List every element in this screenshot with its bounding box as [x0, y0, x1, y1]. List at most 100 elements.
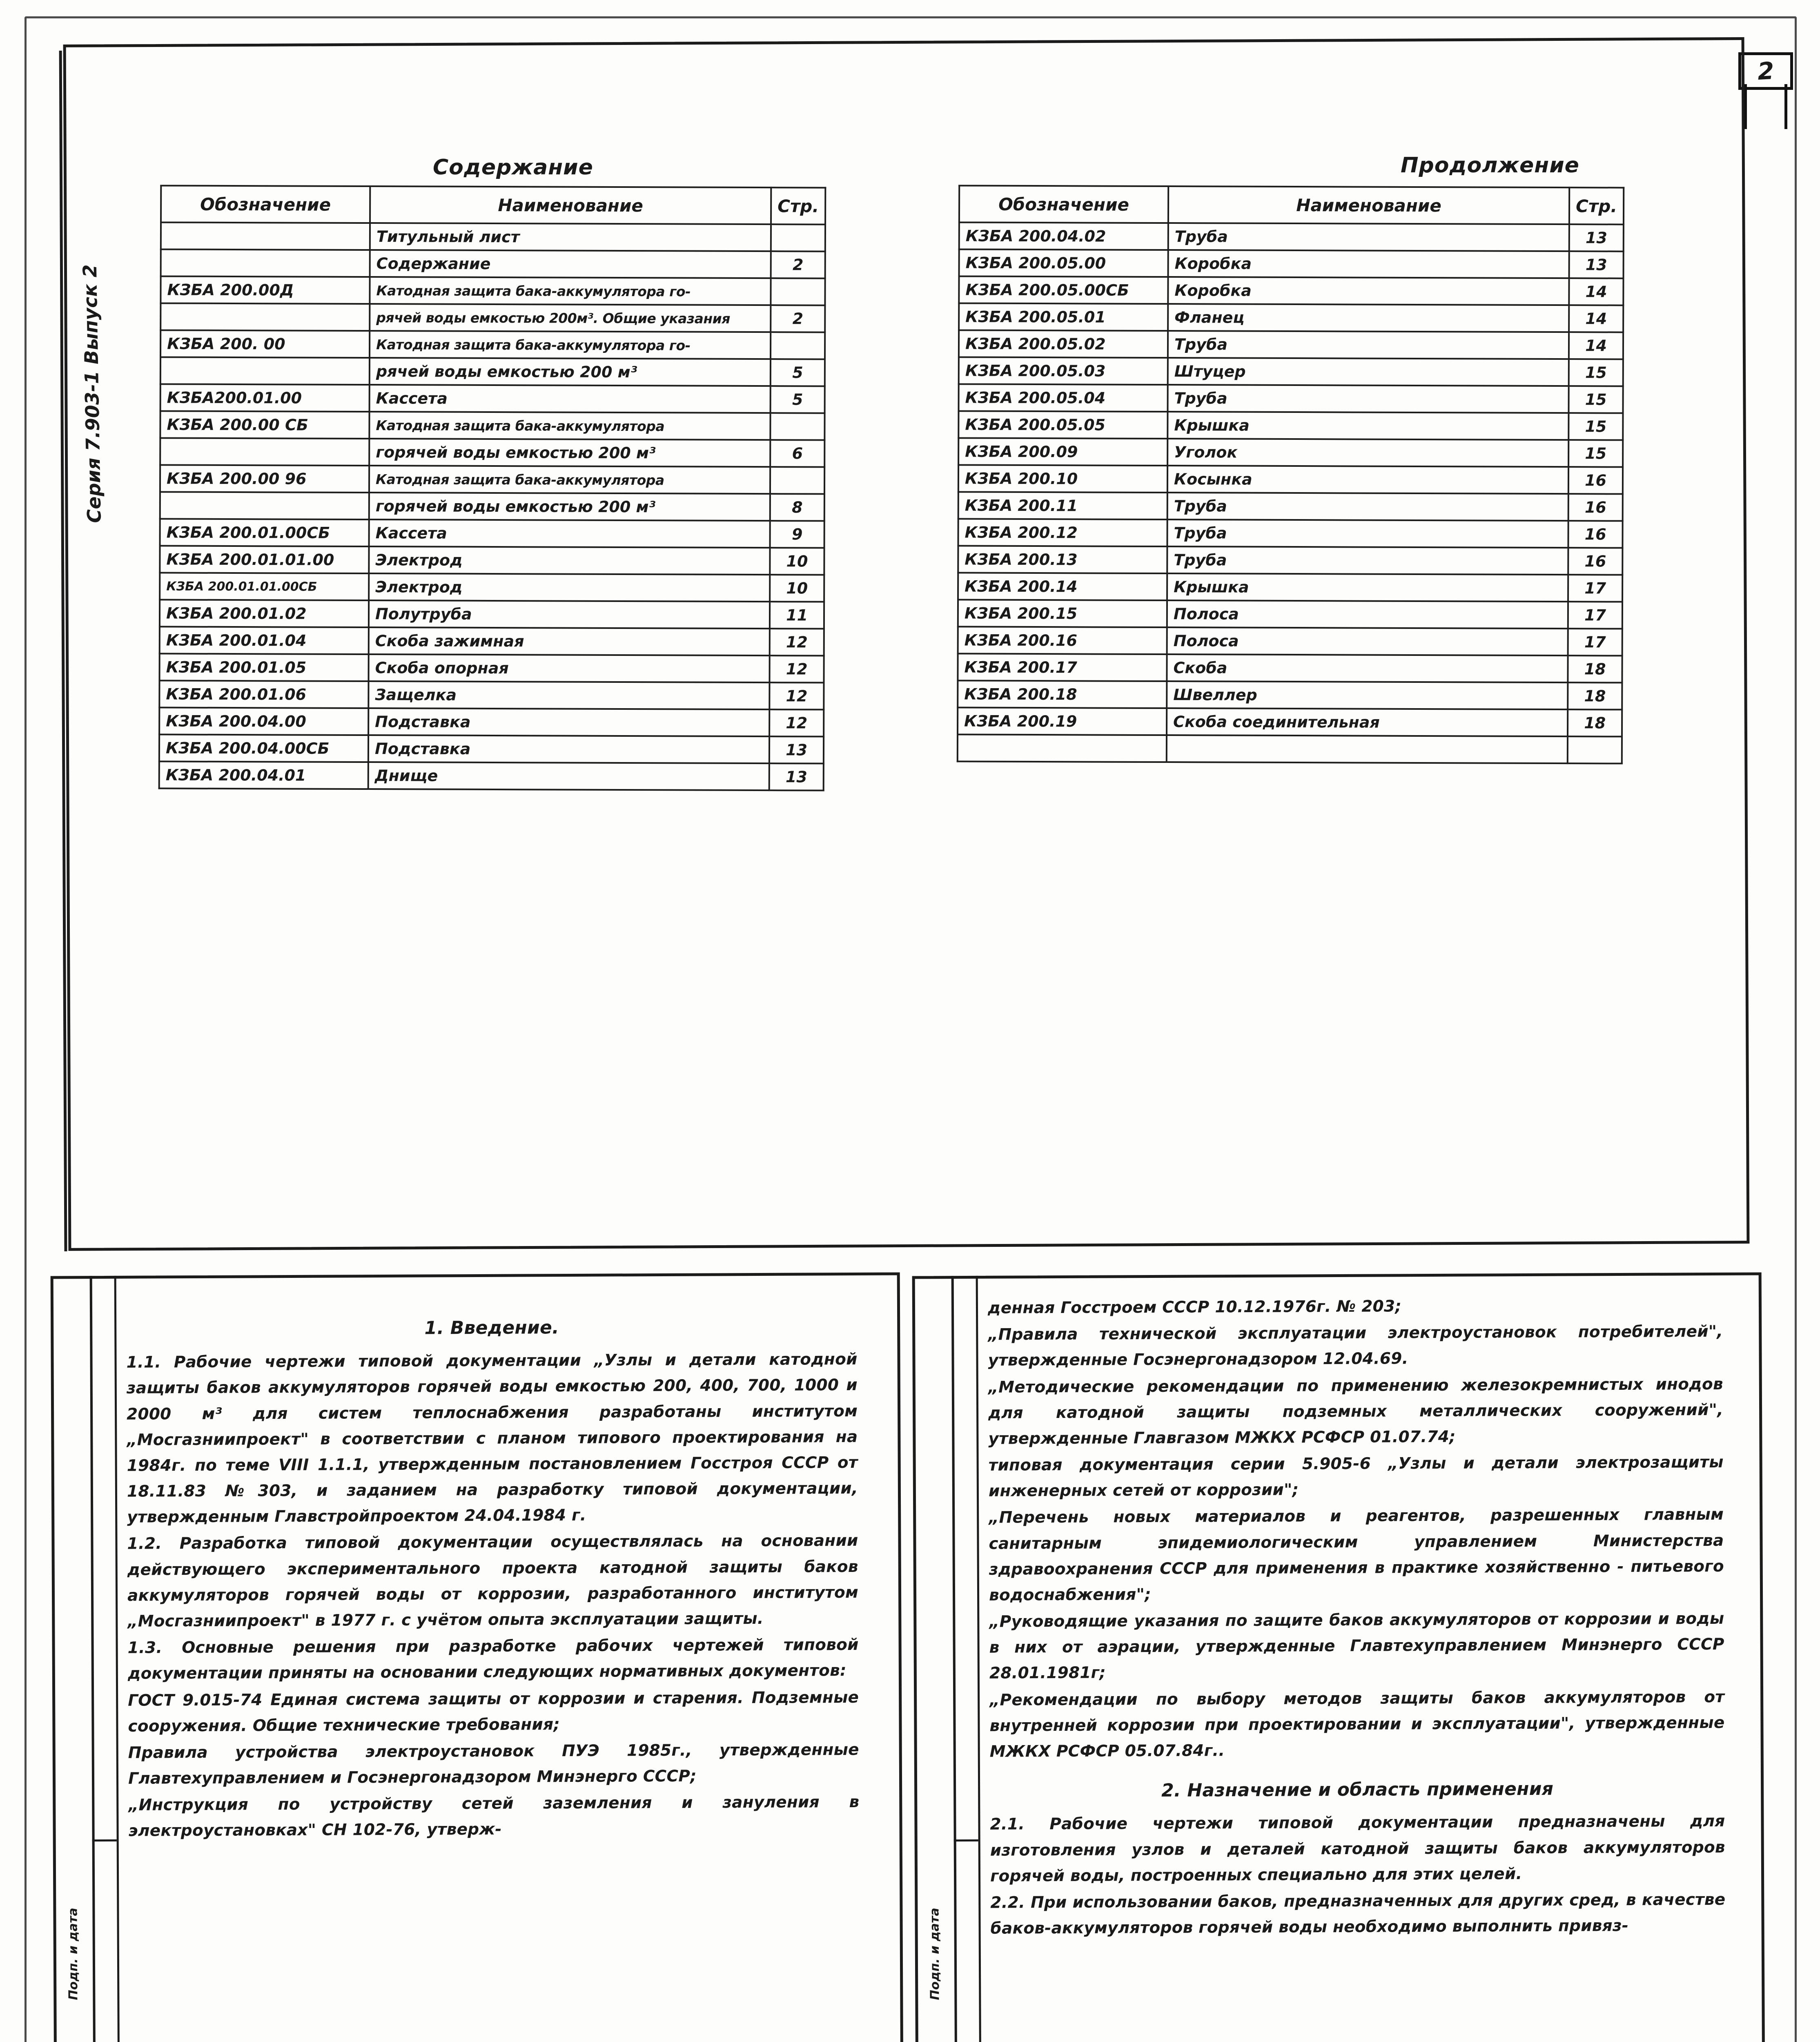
- row-name: Катодная защита бака-аккумулятора: [369, 466, 771, 494]
- paragraph-typovaya-doc: типовая документация серии 5.905-6 „Узлы…: [988, 1453, 1724, 1500]
- table-row: КЗБА200.01.00 Кассета 5: [160, 384, 825, 413]
- row-code: КЗБА 200.05.03: [958, 357, 1168, 385]
- row-name: Скоба: [1167, 654, 1568, 683]
- table-row: КЗБА 200.16 Полоса 17: [958, 626, 1623, 656]
- section-heading-2: 2. Назначение и область применения: [1161, 1778, 1554, 1801]
- right-side-rail: [951, 1275, 983, 2042]
- row-code: КЗБА 200.05.04: [958, 384, 1168, 412]
- row-code: [160, 357, 370, 385]
- row-page: 17: [1568, 602, 1623, 629]
- row-code: КЗБА 200.01.05: [159, 653, 369, 682]
- row-code: [160, 249, 370, 277]
- row-name: Труба: [1168, 223, 1569, 252]
- table-row: КЗБА 200.05.05 Крышка 15: [958, 411, 1623, 440]
- paragraph-method-rec: „Методические рекомендации по применению…: [988, 1375, 1724, 1448]
- continuation-caption: Продолжение: [1401, 153, 1579, 178]
- row-code: [160, 303, 370, 331]
- row-name: Крышка: [1167, 412, 1569, 440]
- row-code: КЗБА 200.00Д: [160, 276, 370, 304]
- row-name: Труба: [1167, 493, 1568, 521]
- contents-right-body: КЗБА 200.04.02 Труба 13 КЗБА 200.05.00 Короб…: [957, 222, 1624, 764]
- row-name: рячей воды емкостью 200м³. Общие указани…: [370, 304, 771, 332]
- table-row: [957, 734, 1622, 764]
- row-name: Катодная защита бака-аккумулятора го-: [370, 331, 771, 359]
- row-page: 10: [770, 575, 824, 602]
- row-code: КЗБА 200.12: [958, 519, 1167, 547]
- table-row: горячей воды емкостью 200 м³ 8: [160, 492, 825, 521]
- col-header-code: Обозначение: [161, 185, 370, 223]
- row-page: 12: [769, 629, 824, 656]
- row-name: Крышка: [1167, 573, 1568, 602]
- row-page: [1567, 736, 1622, 764]
- row-code: КЗБА 200.09: [958, 438, 1168, 466]
- row-page: 13: [769, 763, 824, 791]
- row-code: КЗБА 200.15: [958, 600, 1167, 628]
- row-code: [160, 492, 369, 520]
- row-name: Штуцер: [1167, 358, 1569, 386]
- row-code: КЗБА 200.17: [958, 653, 1167, 682]
- row-page: 12: [769, 709, 824, 737]
- table-row: КЗБА 200.04.02 Труба 13: [959, 222, 1624, 252]
- row-name: Скоба соединительная: [1166, 708, 1568, 737]
- table-row: рячей воды емкостью 200м³. Общие указани…: [160, 303, 825, 332]
- row-page: 18: [1568, 655, 1622, 683]
- row-code: КЗБА 200.05.00: [959, 249, 1168, 277]
- table-row: КЗБА 200.05.03 Штуцер 15: [958, 357, 1624, 386]
- row-code: КЗБА 200.04.00СБ: [159, 734, 369, 762]
- row-page: [771, 224, 826, 252]
- table-row: КЗБА 200.13 Труба 16: [958, 546, 1623, 575]
- paragraph-gosstroy: денная Госстроем СССР 10.12.1976г. № 203…: [987, 1297, 1402, 1317]
- table-row: горячей воды емкостью 200 м³ 6: [160, 438, 825, 467]
- row-name: Труба: [1167, 519, 1568, 548]
- row-page: 17: [1568, 575, 1623, 602]
- page-number-tail: [1744, 84, 1787, 129]
- row-page: 15: [1568, 386, 1623, 413]
- table-row: КЗБА 200.18 Швеллер 18: [958, 680, 1622, 710]
- table-row: КЗБА 200.19 Скоба соединительная 18: [957, 707, 1622, 737]
- table-row: КЗБА 200.12 Труба 16: [958, 519, 1623, 548]
- row-page: 13: [1569, 251, 1624, 279]
- row-name: Катодная защита бака-аккумулятора: [369, 412, 771, 440]
- left-side-rail: [89, 1275, 122, 2042]
- row-name: Коробка: [1168, 277, 1569, 305]
- row-page: [770, 413, 825, 440]
- row-page: 17: [1568, 629, 1623, 656]
- paragraph-rekomendacii: „Рекомендации по выбору методов защиты б…: [989, 1688, 1725, 1761]
- row-code: [160, 222, 370, 250]
- row-code: КЗБА 200.04.00: [159, 707, 369, 736]
- row-page: 13: [769, 736, 824, 764]
- row-name: Скоба опорная: [368, 654, 770, 683]
- paragraph-perechen: „Перечень новых материалов и реагентов, …: [989, 1505, 1724, 1605]
- row-page: 9: [770, 521, 824, 548]
- row-code: КЗБА 200.16: [958, 626, 1167, 655]
- section-heading-1: 1. Введение.: [424, 1317, 559, 1339]
- row-name: рячей воды емкостью 200 м³: [369, 358, 771, 386]
- left-sheet-body: 1. Введение. 1.1. Рабочие чертежи типово…: [126, 1309, 860, 1845]
- row-name: горячей воды емкостью 200 м³: [369, 439, 771, 467]
- row-name: Косынка: [1167, 466, 1569, 494]
- row-code: КЗБА 200.18: [958, 680, 1167, 709]
- row-name: Электрод: [369, 546, 770, 575]
- row-page: 15: [1568, 413, 1623, 440]
- table-row: КЗБА 200.05.01 Фланец 14: [959, 303, 1624, 332]
- table-row: Титульный лист: [160, 222, 826, 252]
- row-page: 15: [1568, 359, 1624, 386]
- row-code: КЗБА 200.01.04: [159, 626, 369, 655]
- row-code: КЗБА 200.00 96: [160, 465, 370, 493]
- right-text-sheet: Подп. и дата Инв. № дубл. Взам. инв. № И…: [912, 1272, 1767, 2042]
- table-row: КЗБА 200.01.02 Полутруба 11: [159, 600, 824, 629]
- row-page: 18: [1567, 709, 1622, 737]
- row-code: КЗБА 200.05.00СБ: [959, 276, 1168, 304]
- row-code: КЗБА 200.01.06: [159, 680, 369, 709]
- row-name: Защелка: [368, 681, 770, 710]
- row-code: КЗБА 200.01.00СБ: [160, 519, 369, 547]
- paragraph-instrukciya: „Инструкция по устройству сетей заземлен…: [128, 1793, 860, 1841]
- row-name: Коробка: [1168, 250, 1569, 279]
- paragraph-gost: ГОСТ 9.015-74 Единая система защиты от к…: [128, 1688, 859, 1736]
- table-row: КЗБА 200.14 Крышка 17: [958, 573, 1623, 602]
- row-page: 16: [1568, 548, 1623, 575]
- row-code: [957, 734, 1167, 762]
- paragraph-1-3: 1.3. Основные решения при разработке раб…: [127, 1636, 859, 1683]
- row-name: Уголок: [1167, 439, 1569, 467]
- table-row: КЗБА 200.11 Труба 16: [958, 492, 1623, 521]
